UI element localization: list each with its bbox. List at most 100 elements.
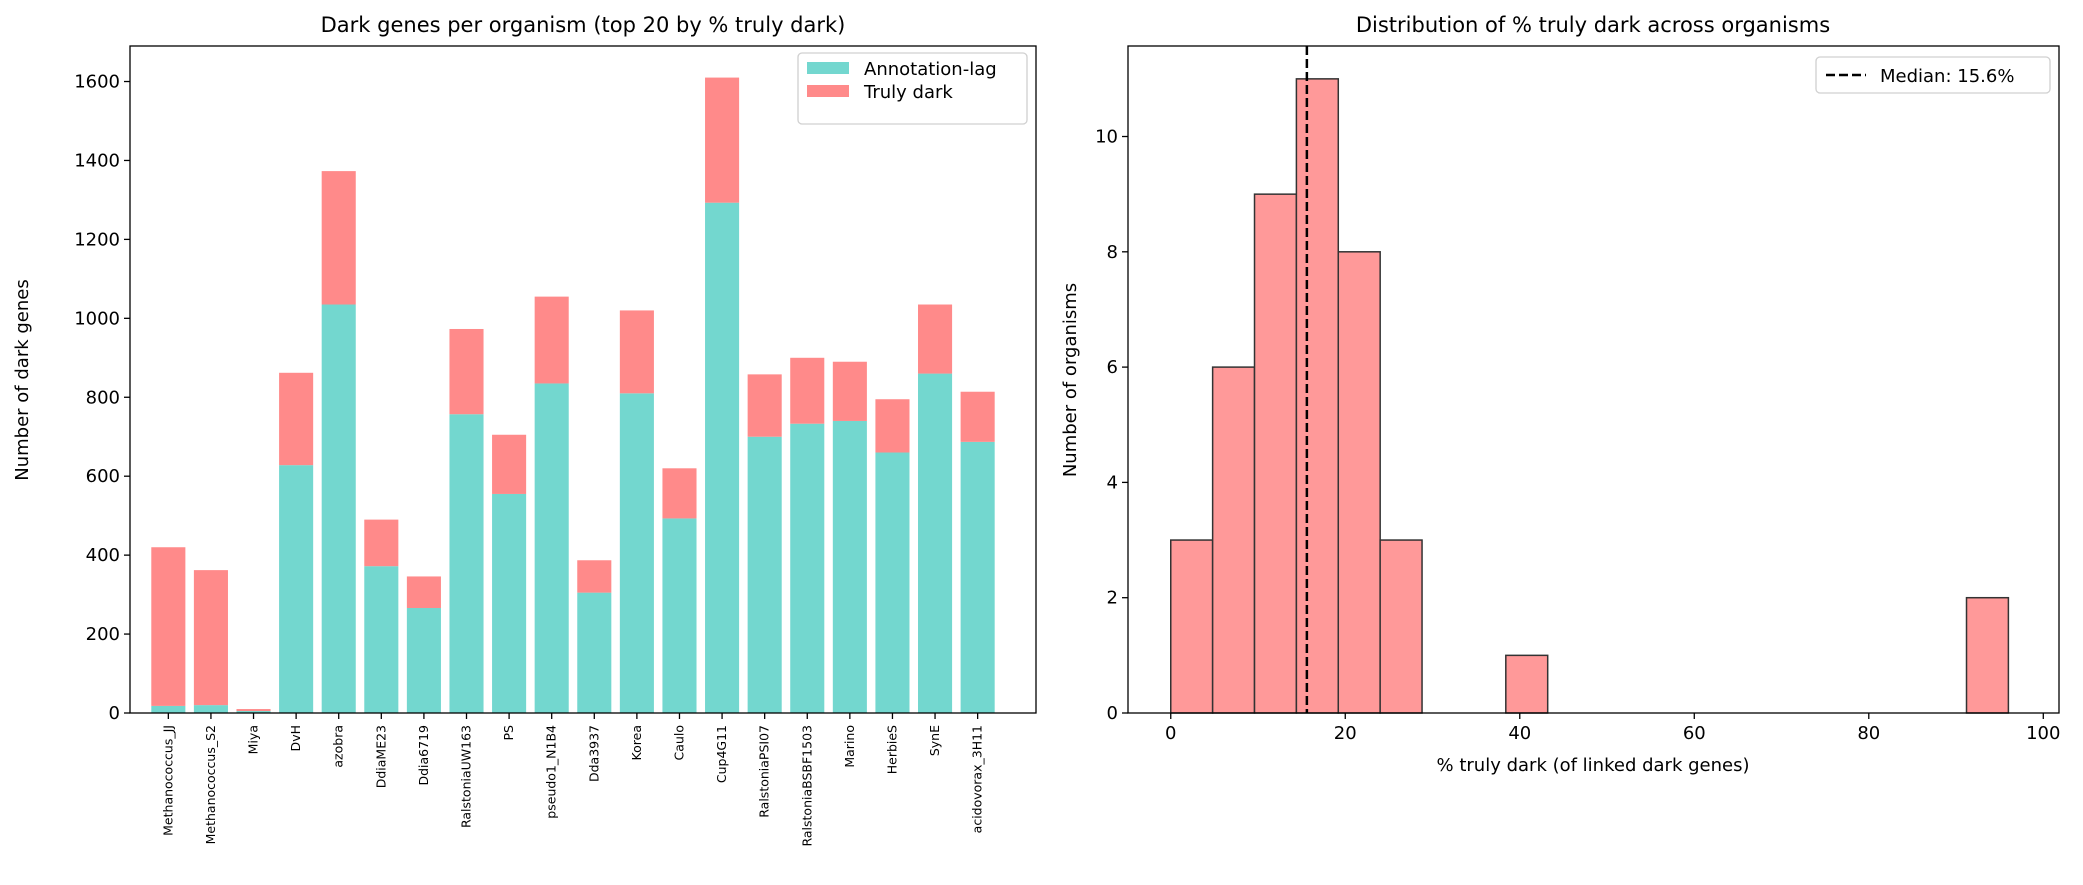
histogram-bar	[1337, 251, 1381, 714]
bar-truly-dark	[662, 468, 697, 519]
x-tick-label: acidovorax_3H11	[970, 725, 985, 833]
x-tick-label: Methanococcus_S2	[203, 725, 218, 844]
histogram-bar	[1170, 539, 1214, 714]
x-tick-label: DdiaME23	[373, 725, 388, 788]
histogram-bar	[1253, 193, 1298, 714]
right-y-axis-label: Number of organisms	[1060, 283, 1081, 477]
bar-truly-dark	[492, 434, 527, 494]
bar-annotation-lag	[406, 608, 441, 713]
y-tick-label: 1400	[74, 150, 120, 171]
histogram-chart: Distribution of % truly dark across orga…	[1060, 13, 2060, 776]
x-tick-label: 100	[2026, 723, 2060, 744]
histogram-bar	[1379, 539, 1423, 714]
bar-annotation-lag	[492, 493, 527, 713]
x-tick-label: 60	[1683, 723, 1706, 744]
legend-label: Annotation-lag	[864, 59, 997, 80]
bar-annotation-lag	[449, 414, 484, 713]
bar-truly-dark	[918, 304, 953, 374]
histogram-bar	[1211, 366, 1256, 714]
bar-annotation-lag	[534, 383, 569, 713]
y-tick-label: 1200	[74, 229, 120, 250]
y-tick-label: 8	[1107, 242, 1118, 263]
y-tick-label: 10	[1095, 127, 1118, 148]
y-tick-label: 1600	[74, 72, 120, 93]
legend-swatch	[807, 85, 849, 97]
y-tick-label: 800	[86, 387, 120, 408]
x-tick-label: DvH	[288, 725, 303, 751]
bar-truly-dark	[406, 576, 441, 609]
bar-annotation-lag	[662, 518, 697, 713]
bar-truly-dark	[534, 296, 569, 384]
x-tick-label: SynE	[927, 725, 942, 756]
bar-truly-dark	[790, 357, 825, 424]
bar-truly-dark	[321, 171, 356, 305]
y-tick-label: 4	[1107, 472, 1118, 493]
bar-annotation-lag	[960, 441, 995, 713]
x-tick-label: Marino	[842, 725, 857, 768]
legend-swatch	[807, 62, 849, 74]
x-tick-label: Dda3937	[586, 725, 601, 782]
stacked-bar-chart: Dark genes per organism (top 20 by % tru…	[12, 13, 1037, 847]
bar-annotation-lag	[747, 436, 782, 713]
x-tick-label: Miya	[246, 725, 261, 754]
bar-truly-dark	[364, 519, 399, 567]
bar-annotation-lag	[875, 452, 910, 713]
bar-annotation-lag	[321, 304, 356, 713]
y-tick-label: 1000	[74, 308, 120, 329]
bar-truly-dark	[747, 374, 782, 437]
bar-truly-dark	[193, 570, 228, 706]
plot-frame	[129, 45, 1037, 714]
bar-truly-dark	[619, 310, 654, 394]
histogram-bar	[1295, 78, 1340, 714]
legend-box	[1815, 56, 2051, 94]
bar-annotation-lag	[832, 420, 867, 713]
y-tick-label: 6	[1107, 357, 1118, 378]
y-tick-label: 400	[86, 545, 120, 566]
x-tick-label: RalstoniaUW163	[459, 725, 474, 828]
bar-truly-dark	[449, 328, 484, 415]
x-tick-label: 40	[1508, 723, 1531, 744]
x-tick-label: Methanococcus_JJ	[160, 725, 175, 836]
bar-annotation-lag	[364, 566, 399, 713]
bar-truly-dark	[577, 560, 612, 593]
y-tick-label: 600	[86, 466, 120, 487]
bar-truly-dark	[279, 372, 314, 466]
bar-annotation-lag	[279, 465, 314, 713]
x-tick-label: 80	[1857, 723, 1880, 744]
bar-annotation-lag	[705, 202, 740, 714]
bar-truly-dark	[875, 399, 910, 453]
histogram-bar	[1505, 654, 1549, 714]
left-chart-title: Dark genes per organism (top 20 by % tru…	[321, 13, 846, 37]
bar-truly-dark	[832, 361, 867, 421]
x-tick-label: RalstoniaPSI07	[757, 725, 772, 818]
x-tick-label: PS	[501, 725, 516, 741]
y-tick-label: 2	[1107, 588, 1118, 609]
y-tick-label: 0	[1107, 703, 1118, 724]
bar-annotation-lag	[193, 705, 228, 713]
x-tick-label: Ddia6719	[416, 725, 431, 786]
bar-annotation-lag	[790, 423, 825, 713]
bar-annotation-lag	[151, 705, 186, 713]
legend-label: Median: 15.6%	[1880, 66, 2014, 87]
plot-frame	[1127, 45, 2060, 714]
x-tick-label: HerbieS	[884, 725, 899, 774]
y-tick-label: 200	[86, 624, 120, 645]
bar-annotation-lag	[918, 373, 953, 713]
legend-label: Truly dark	[863, 82, 953, 103]
legend-box	[797, 52, 1028, 125]
histogram-bar	[1965, 596, 2010, 714]
left-y-axis-label: Number of dark genes	[12, 279, 33, 480]
x-tick-label: RalstoniaBSBF1503	[799, 725, 814, 847]
x-tick-label: 0	[1165, 723, 1176, 744]
bar-annotation-lag	[619, 393, 654, 713]
x-tick-label: 20	[1334, 723, 1357, 744]
right-x-axis-label: % truly dark (of linked dark genes)	[1437, 755, 1750, 776]
bar-truly-dark	[960, 391, 995, 442]
bar-annotation-lag	[236, 711, 271, 713]
x-tick-label: Caulo	[671, 725, 686, 760]
bar-truly-dark	[151, 547, 186, 706]
x-tick-label: azobra	[331, 725, 346, 768]
x-tick-label: Korea	[629, 725, 644, 760]
x-tick-label: Cup4G11	[714, 725, 729, 783]
